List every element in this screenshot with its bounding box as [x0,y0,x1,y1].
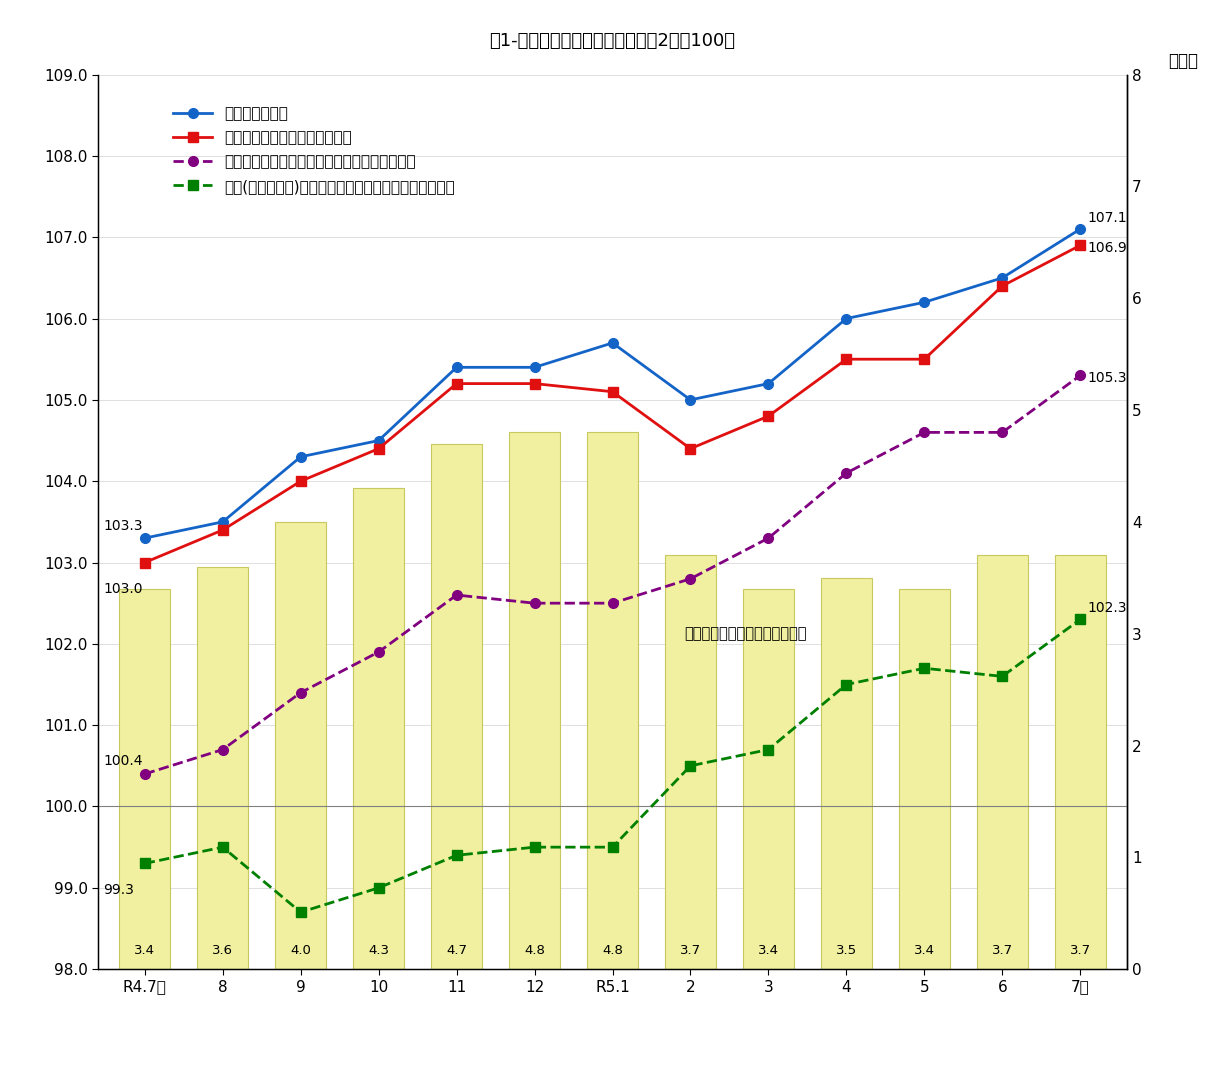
Text: 4.3: 4.3 [369,944,390,957]
Text: 3.4: 3.4 [758,944,779,957]
Text: 3.6: 3.6 [212,944,233,957]
Text: 総合前年同月比（右目盛　％）: 総合前年同月比（右目盛 ％） [685,626,807,641]
Text: 100.4: 100.4 [103,754,142,769]
Bar [197,567,249,969]
Bar [510,432,560,969]
Text: 103.3: 103.3 [103,519,142,532]
Text: 3.7: 3.7 [992,944,1013,957]
Text: 3.7: 3.7 [680,944,701,957]
Bar [431,443,481,969]
Legend: 総合（左目盛）, 生鮮食品を除く総合（左目盛）, 生鮮食品及びエネルギーを除く総合（左目盛）, 食料(酒類を除く)及びエネルギーを除く総合（左目盛）: 総合（左目盛）, 生鮮食品を除く総合（左目盛）, 生鮮食品及びエネルギーを除く総… [168,100,461,200]
Text: 4.8: 4.8 [601,944,624,957]
Bar [899,589,949,969]
Bar [665,555,715,969]
Text: 106.9: 106.9 [1087,241,1127,256]
Text: 3.7: 3.7 [1069,944,1090,957]
Text: 103.0: 103.0 [103,581,142,596]
Bar [744,589,794,969]
Bar [821,577,872,969]
Text: 105.3: 105.3 [1087,372,1127,386]
Text: 3.5: 3.5 [835,944,857,957]
Bar [587,432,638,969]
Text: 4.0: 4.0 [290,944,311,957]
Text: 107.1: 107.1 [1087,211,1127,225]
Bar [353,488,404,969]
Bar [1055,555,1106,969]
Text: 3.4: 3.4 [914,944,935,957]
Bar [120,589,170,969]
Y-axis label: （％）: （％） [1169,52,1198,70]
Text: 3.4: 3.4 [135,944,156,957]
Bar [978,555,1028,969]
Text: 99.3: 99.3 [103,883,134,897]
Text: 図1-消費者物価指数の推移（令和2年＝100）: 図1-消費者物価指数の推移（令和2年＝100） [490,32,735,50]
Bar [276,522,326,969]
Text: 4.8: 4.8 [524,944,545,957]
Text: 102.3: 102.3 [1087,602,1127,616]
Text: 4.7: 4.7 [446,944,467,957]
